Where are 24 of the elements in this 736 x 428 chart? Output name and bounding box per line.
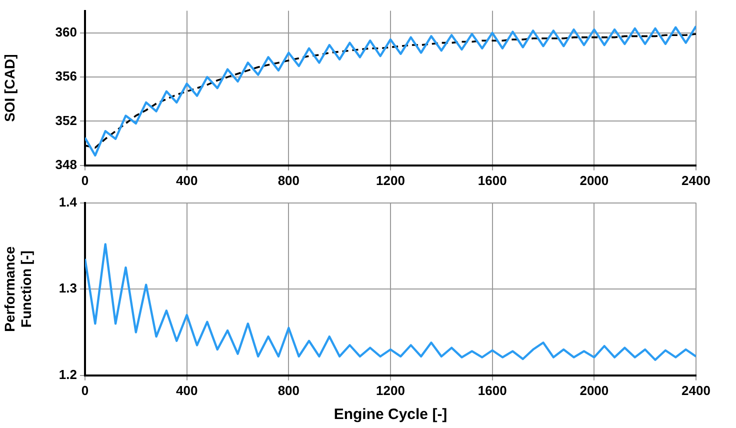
x-tick-label: 2000: [580, 172, 609, 188]
y-tick-label: 348: [55, 156, 77, 172]
y-tick-label: 1.3: [58, 280, 77, 296]
y-tick-label: 356: [55, 68, 77, 84]
x-tick-label: 800: [278, 382, 300, 398]
y-tick-label: 1.2: [58, 366, 77, 382]
y-axis-title: Performance Function [-]: [1, 246, 34, 332]
x-tick-label: 1200: [376, 172, 405, 188]
x-tick-label: 800: [278, 172, 300, 188]
y-tick-label: 352: [55, 112, 77, 128]
x-tick-label: 0: [81, 172, 89, 188]
y-axis-title: SOI [CAD]: [1, 54, 18, 122]
x-tick-label: 400: [176, 382, 198, 398]
x-tick-label: 2400: [682, 172, 710, 188]
x-tick-label: 400: [176, 172, 198, 188]
x-tick-label: 2000: [580, 382, 609, 398]
y-tick-label: 1.4: [58, 194, 78, 210]
x-axis-title: Engine Cycle [-]: [334, 406, 448, 424]
x-tick-label: 1200: [376, 382, 405, 398]
x-tick-label: 1600: [478, 172, 507, 188]
y-tick-label: 360: [55, 24, 77, 40]
x-tick-label: 1600: [478, 382, 507, 398]
x-tick-label: 2400: [682, 382, 710, 398]
x-tick-label: 0: [81, 382, 89, 398]
